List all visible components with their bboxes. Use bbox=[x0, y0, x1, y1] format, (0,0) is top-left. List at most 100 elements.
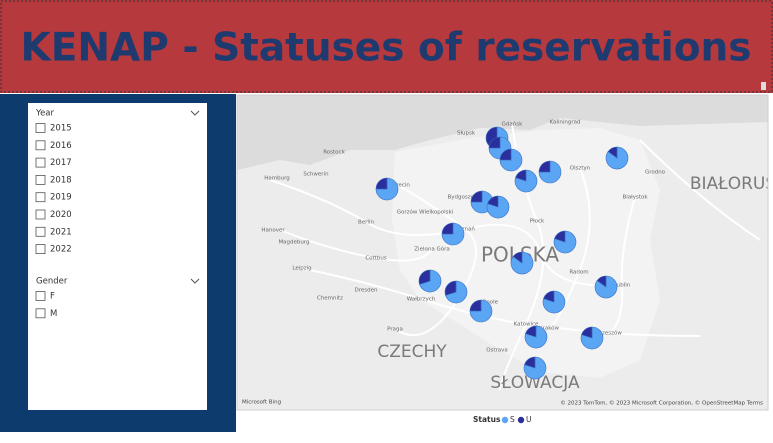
pie-marker[interactable] bbox=[418, 269, 442, 293]
city-label: Katowice bbox=[514, 322, 539, 328]
slicer-item[interactable]: M bbox=[50, 309, 57, 319]
pie-slice[interactable] bbox=[469, 299, 482, 312]
pie-slice[interactable] bbox=[375, 177, 399, 201]
country-label: CZECHY bbox=[377, 342, 447, 362]
checkbox[interactable] bbox=[35, 291, 46, 301]
slicer-item[interactable]: 2021 bbox=[50, 227, 72, 237]
pie-slice[interactable] bbox=[607, 146, 618, 159]
pie-marker[interactable] bbox=[514, 169, 538, 193]
pie-slice[interactable] bbox=[441, 222, 465, 246]
city-label: Berlin bbox=[358, 220, 374, 226]
pie-slice[interactable] bbox=[554, 230, 566, 243]
pie-marker[interactable] bbox=[441, 222, 465, 246]
city-label: Hanover bbox=[261, 228, 285, 234]
country-label: BIAŁORUŚ bbox=[690, 172, 773, 194]
pie-slice[interactable] bbox=[538, 160, 551, 173]
city-label: Białystok bbox=[622, 195, 648, 201]
city-label: Radom bbox=[569, 270, 588, 276]
map-attribution: Microsoft Bing bbox=[242, 400, 281, 406]
pie-marker[interactable] bbox=[605, 146, 629, 170]
slicer-item[interactable]: 2017 bbox=[50, 158, 72, 168]
banner-border bbox=[0, 0, 773, 93]
city-label: Rostock bbox=[323, 150, 345, 156]
pie-slice[interactable] bbox=[418, 269, 431, 285]
pie-marker[interactable] bbox=[594, 275, 618, 299]
slicer-item[interactable]: 2020 bbox=[50, 210, 72, 220]
pie-marker[interactable] bbox=[444, 280, 468, 304]
city-label: Płock bbox=[530, 219, 545, 225]
slicer-item[interactable]: 2019 bbox=[50, 193, 72, 203]
city-label: Poznań bbox=[455, 226, 475, 233]
pie-slice[interactable] bbox=[524, 356, 536, 369]
slicer-chevron[interactable] bbox=[190, 278, 200, 284]
resize-handle bbox=[761, 82, 766, 90]
slicer-item[interactable]: 2022 bbox=[50, 245, 72, 255]
pie-marker[interactable] bbox=[523, 356, 547, 380]
legend-swatch[interactable] bbox=[517, 416, 525, 424]
checkbox[interactable] bbox=[35, 192, 46, 203]
city-label: Rzeszów bbox=[598, 330, 622, 337]
map-layer: Rostock Hamburg Schwerin Szczecin Słupsk Gdań… bbox=[242, 120, 773, 407]
pie-slice[interactable] bbox=[499, 148, 512, 161]
country-label: SŁOWACJA bbox=[490, 373, 580, 393]
slicer-item[interactable]: 2015 bbox=[50, 124, 72, 134]
pie-slice[interactable] bbox=[515, 169, 527, 182]
city-label: Olsztyn bbox=[570, 166, 591, 172]
city-label: Dresden bbox=[355, 288, 378, 294]
city-label: Słupsk bbox=[457, 131, 476, 137]
pie-slice[interactable] bbox=[469, 299, 493, 323]
slicer-panel bbox=[28, 103, 207, 410]
pie-slice[interactable] bbox=[375, 177, 388, 190]
slicer-chevron[interactable] bbox=[190, 110, 200, 116]
pie-marker[interactable] bbox=[486, 195, 510, 219]
pie-marker[interactable] bbox=[375, 177, 399, 201]
city-label: Zielona Góra bbox=[414, 246, 449, 253]
pie-slice[interactable] bbox=[581, 326, 593, 339]
pie-slice[interactable] bbox=[512, 251, 523, 264]
legend-swatch[interactable] bbox=[501, 416, 509, 424]
pie-slice[interactable] bbox=[499, 148, 523, 172]
pie-slice[interactable] bbox=[470, 190, 483, 203]
pie-slice[interactable] bbox=[441, 222, 454, 235]
map-frame bbox=[236, 94, 769, 411]
slicer-item[interactable]: 2018 bbox=[50, 175, 72, 185]
title-banner bbox=[0, 0, 773, 93]
checkbox[interactable] bbox=[35, 123, 46, 133]
pie-marker[interactable] bbox=[553, 230, 577, 254]
city-label: Bydgoszcz bbox=[447, 195, 476, 201]
city-label: Magdeburg bbox=[278, 240, 309, 246]
checkbox[interactable] bbox=[35, 140, 46, 151]
pie-slice[interactable] bbox=[596, 275, 607, 288]
pie-slice[interactable] bbox=[525, 325, 537, 338]
checkbox[interactable] bbox=[35, 209, 46, 220]
pie-marker[interactable] bbox=[542, 290, 566, 314]
city-label: Grodno bbox=[645, 170, 666, 176]
checkbox[interactable] bbox=[35, 174, 46, 185]
checkbox[interactable] bbox=[35, 308, 46, 319]
pie-marker[interactable] bbox=[580, 326, 604, 350]
pie-slice[interactable] bbox=[538, 160, 562, 184]
pie-marker[interactable] bbox=[538, 160, 562, 184]
pie-slice[interactable] bbox=[444, 280, 457, 296]
pie-slice[interactable] bbox=[487, 195, 499, 208]
pie-marker[interactable] bbox=[469, 299, 493, 323]
slicer-item[interactable]: F bbox=[50, 292, 55, 302]
slicer-item[interactable]: 2016 bbox=[50, 141, 72, 151]
city-label: Chemnitz bbox=[317, 296, 343, 302]
pie-marker[interactable] bbox=[510, 251, 534, 275]
city-label: Szczecin bbox=[386, 183, 410, 189]
legend-label[interactable]: U bbox=[526, 415, 532, 424]
city-label: Schwerin bbox=[303, 172, 329, 178]
sea bbox=[237, 95, 768, 170]
pie-slice[interactable] bbox=[543, 290, 555, 303]
city-label: Leipzig bbox=[292, 266, 311, 272]
checkbox[interactable] bbox=[35, 226, 46, 237]
checkbox[interactable] bbox=[35, 157, 46, 168]
pie-marker[interactable] bbox=[499, 148, 523, 172]
legend-label[interactable]: S bbox=[510, 415, 515, 424]
pie-marker[interactable] bbox=[524, 325, 548, 349]
city-label: Opole bbox=[482, 300, 499, 306]
checkbox[interactable] bbox=[35, 244, 46, 255]
pie-slice[interactable] bbox=[488, 136, 501, 149]
city-label: Kaliningrad bbox=[549, 120, 580, 126]
